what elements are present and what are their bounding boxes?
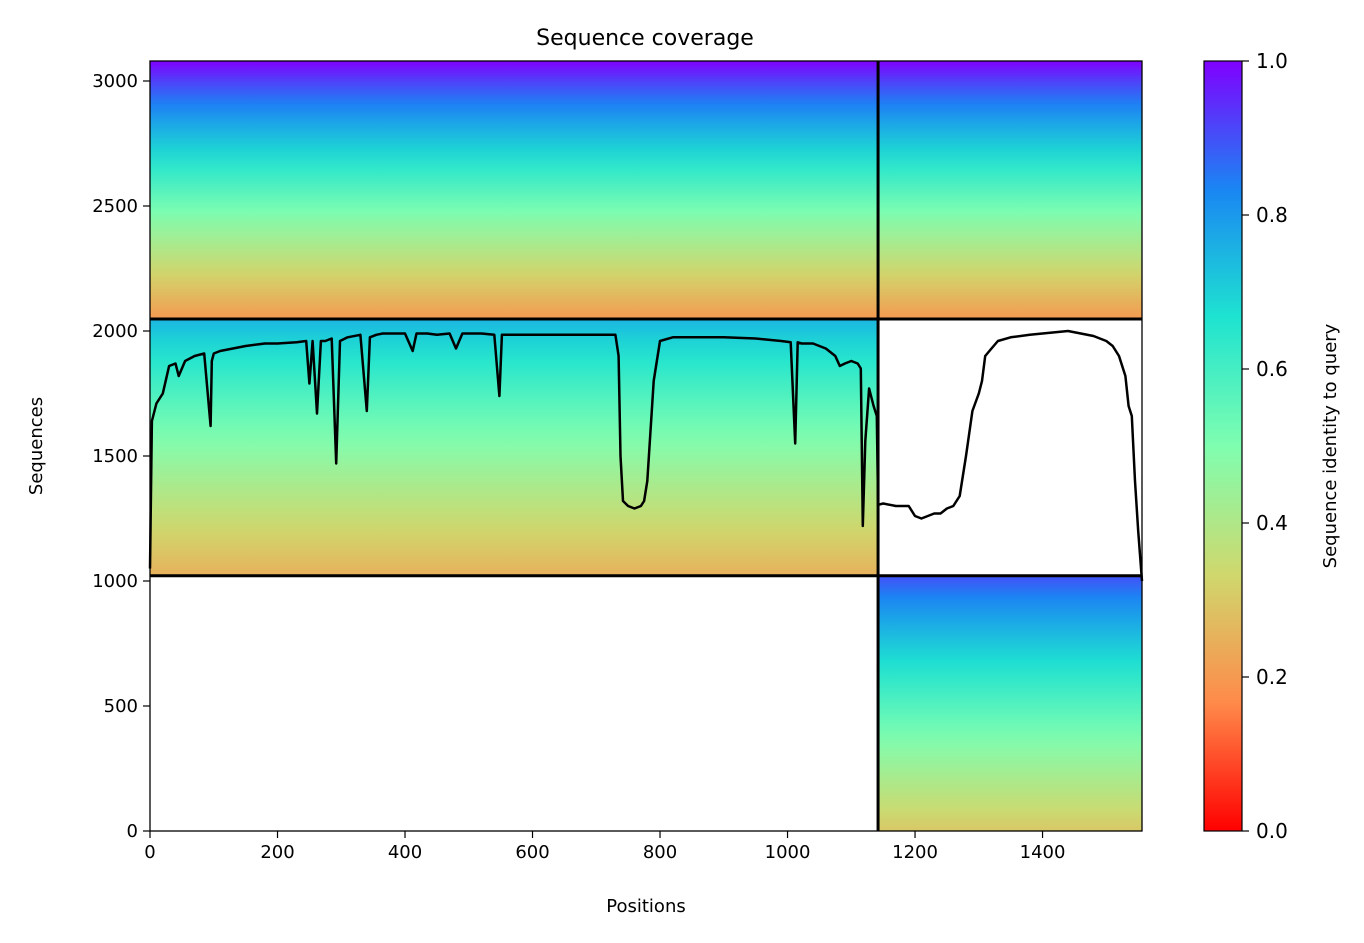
x-tick-label: 1200 bbox=[892, 842, 938, 863]
x-tick-label: 400 bbox=[388, 842, 422, 863]
colorbar-tick-label: 1.0 bbox=[1256, 49, 1288, 73]
y-tick-label: 500 bbox=[104, 696, 138, 717]
y-tick-label: 1500 bbox=[92, 446, 138, 467]
coverage-line bbox=[148, 329, 1144, 582]
colorbar-tick-label: 0.6 bbox=[1256, 357, 1288, 381]
colorbar-tick-label: 0.0 bbox=[1256, 819, 1288, 843]
coverage-line-layer bbox=[148, 329, 1144, 582]
x-axis-label: Positions bbox=[606, 896, 685, 917]
colorbar-label: Sequence identity to query bbox=[1320, 323, 1341, 568]
chain-boundaries bbox=[150, 61, 1142, 831]
colorbar bbox=[1203, 60, 1243, 832]
plot-frame bbox=[149, 60, 1143, 832]
y-tick-label: 0 bbox=[127, 821, 138, 842]
x-tick-label: 1000 bbox=[765, 842, 811, 863]
x-tick-label: 600 bbox=[515, 842, 549, 863]
heatmap-block-2 bbox=[878, 575, 1142, 831]
x-axis-ticks: 0 200 400 600 800 1000 1200 1400 bbox=[144, 831, 1065, 863]
colorbar-tick-label: 0.8 bbox=[1256, 203, 1288, 227]
y-tick-label: 2000 bbox=[92, 321, 138, 342]
heatmap-blocks bbox=[150, 61, 1142, 831]
x-tick-label: 0 bbox=[144, 842, 155, 863]
colorbar-tick-label: 0.4 bbox=[1256, 511, 1288, 535]
y-tick-label: 2500 bbox=[92, 196, 138, 217]
colorbar-tick-label: 0.2 bbox=[1256, 665, 1288, 689]
x-tick-label: 200 bbox=[260, 842, 294, 863]
y-axis-label: Sequences bbox=[26, 397, 47, 495]
heatmap-block-1 bbox=[150, 319, 879, 576]
chart-title: Sequence coverage bbox=[536, 26, 754, 51]
colorbar-ticks: 0.0 0.2 0.4 0.6 0.8 1.0 bbox=[1242, 49, 1288, 843]
heatmap-block-0 bbox=[150, 61, 1142, 319]
y-axis-ticks: 0 500 1000 1500 2000 2500 3000 bbox=[92, 71, 150, 842]
y-tick-label: 1000 bbox=[92, 571, 138, 592]
y-tick-label: 3000 bbox=[92, 71, 138, 92]
x-tick-label: 800 bbox=[643, 842, 677, 863]
x-tick-label: 1400 bbox=[1020, 842, 1066, 863]
